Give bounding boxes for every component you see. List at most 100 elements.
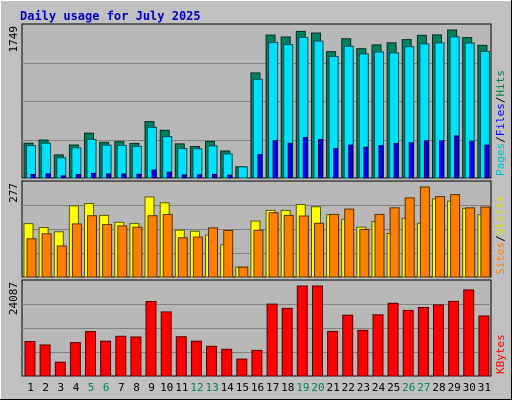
bar-files-day-3 xyxy=(56,157,67,179)
bar-pages xyxy=(302,137,308,179)
bar-pages-day-20 xyxy=(318,139,323,179)
bar-pages xyxy=(166,171,172,179)
bar-kbytes xyxy=(251,349,263,377)
bar-pages xyxy=(60,175,66,179)
bar-kbytes-day-19 xyxy=(296,285,308,377)
bar-kbytes-day-3 xyxy=(54,361,66,377)
bar-sites-day-6 xyxy=(102,224,113,278)
bar-sites xyxy=(223,230,234,278)
x-tick-label: 30 xyxy=(463,381,476,394)
bar-kbytes xyxy=(357,329,369,377)
chart-title: Daily usage for July 2025 xyxy=(20,9,201,23)
bar-pages-day-1 xyxy=(30,174,36,179)
bar-sites-day-7 xyxy=(117,225,128,278)
bar-sites-day-12 xyxy=(192,236,203,278)
x-tick-label: 3 xyxy=(57,381,64,394)
bar-kbytes xyxy=(342,314,354,377)
bar-kbytes xyxy=(478,315,490,377)
bar-kbytes xyxy=(402,309,414,377)
bar-sites xyxy=(419,186,430,278)
bar-pages xyxy=(121,173,127,179)
bar-kbytes xyxy=(387,302,399,377)
bar-kbytes-day-18 xyxy=(281,307,293,377)
bar-kbytes xyxy=(327,330,339,377)
bar-kbytes-day-31 xyxy=(478,315,490,377)
bar-sites-day-11 xyxy=(177,237,188,278)
bar-sites xyxy=(314,222,324,278)
bar-sites-day-27 xyxy=(419,186,430,278)
legend-entry: Sites xyxy=(494,242,507,275)
y-max-label: 277 xyxy=(7,183,20,203)
bar-kbytes xyxy=(372,314,384,377)
bar-pages-day-2 xyxy=(45,173,51,179)
bar-files-day-13 xyxy=(207,145,218,179)
bar-sites xyxy=(71,223,82,278)
bar-pages xyxy=(30,174,36,179)
bar-pages-day-9 xyxy=(151,169,157,179)
bar-pages-day-31 xyxy=(484,144,490,179)
bar-sites xyxy=(404,197,415,278)
bar-sites xyxy=(162,213,173,278)
bar-files xyxy=(41,142,52,179)
bar-pages-day-21 xyxy=(333,148,339,179)
bar-pages-day-12 xyxy=(196,174,202,179)
bar-pages-day-25 xyxy=(393,142,399,179)
bar-files-day-1 xyxy=(26,145,36,179)
bar-kbytes-day-2 xyxy=(39,344,51,377)
y-max-label: 24087 xyxy=(7,282,20,315)
legend-entry: KBytes xyxy=(494,334,507,374)
bar-kbytes xyxy=(448,300,460,377)
bar-pages-day-22 xyxy=(348,144,354,179)
bar-sites-day-15 xyxy=(238,266,249,278)
bar-files-day-4 xyxy=(71,147,82,179)
bar-pages xyxy=(423,140,429,179)
bar-sites xyxy=(132,226,143,278)
bar-kbytes xyxy=(39,344,51,377)
x-tick-label: 7 xyxy=(118,381,125,394)
bar-pages-day-11 xyxy=(181,174,187,179)
bar-sites xyxy=(102,224,113,278)
panel-kbytes: 24087 KBytes xyxy=(7,279,507,377)
bar-files xyxy=(56,157,67,179)
bar-pages-day-5 xyxy=(91,172,96,179)
bar-pages xyxy=(212,173,217,179)
bar-files xyxy=(86,139,97,179)
bar-sites xyxy=(374,213,385,278)
x-tick-label: 1 xyxy=(27,381,34,394)
x-tick-label: 14 xyxy=(221,381,235,394)
bar-kbytes xyxy=(190,340,202,377)
bar-kbytes xyxy=(85,331,96,377)
bar-pages xyxy=(151,169,157,179)
bar-files-day-5 xyxy=(86,139,97,179)
bar-kbytes xyxy=(463,289,475,377)
bar-sites xyxy=(283,214,294,278)
x-tick-label: 8 xyxy=(133,381,140,394)
bar-pages-day-6 xyxy=(106,173,112,179)
bar-pages xyxy=(408,142,414,179)
x-tick-label: 22 xyxy=(342,381,355,394)
bar-pages xyxy=(196,174,202,179)
bar-kbytes-day-5 xyxy=(85,331,96,377)
x-tick-label: 29 xyxy=(448,381,461,394)
bar-sites xyxy=(192,236,203,278)
bar-pages xyxy=(136,173,142,179)
bar-kbytes-day-15 xyxy=(236,358,248,377)
panel-legend: Pages/Files/Hits xyxy=(494,70,507,176)
bar-pages xyxy=(378,145,384,179)
bar-files-day-7 xyxy=(116,144,127,179)
x-tick-label: 2 xyxy=(42,381,49,394)
x-tick-label: 24 xyxy=(372,381,386,394)
bar-sites xyxy=(56,245,67,278)
bar-pages xyxy=(318,139,323,179)
bar-sites xyxy=(41,233,52,278)
bar-pages-day-8 xyxy=(136,173,142,179)
x-tick-label: 20 xyxy=(311,381,324,394)
legend-entry: / xyxy=(494,136,507,143)
chart-panels: 1749Pages/Files/Hits277Sites/Visits24087… xyxy=(7,23,507,377)
bar-kbytes-day-20 xyxy=(312,285,323,377)
x-tick-label: 5 xyxy=(88,381,95,394)
bar-files xyxy=(177,148,188,179)
bar-pages-day-4 xyxy=(75,174,81,179)
legend-entry: Visits xyxy=(494,196,507,236)
x-tick-label: 12 xyxy=(190,381,203,394)
